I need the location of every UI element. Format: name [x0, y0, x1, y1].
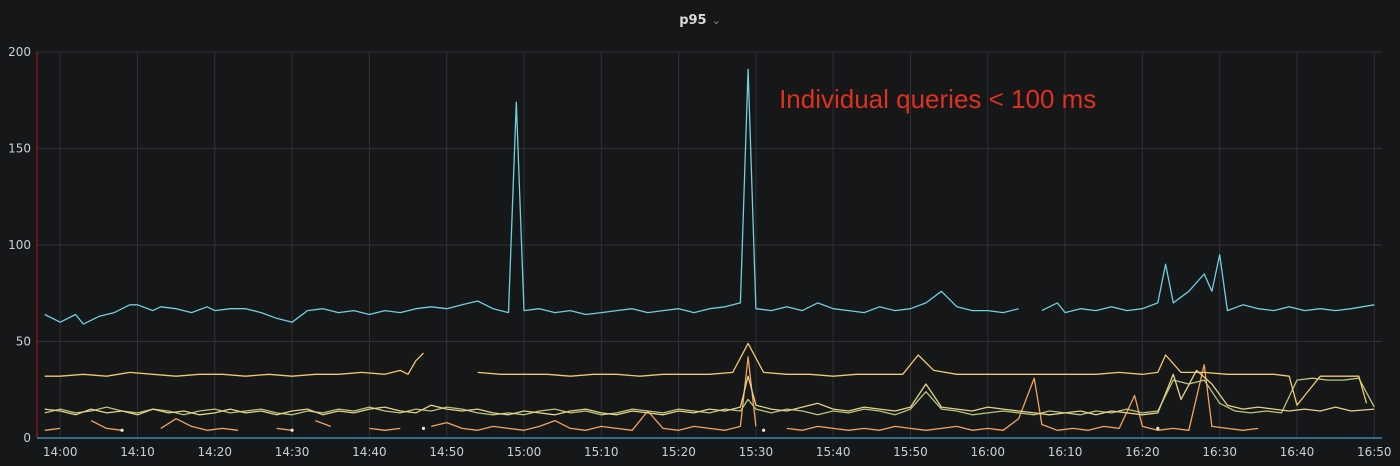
series-point: [1156, 426, 1160, 430]
series-line: [90, 420, 123, 431]
series-line: [276, 427, 293, 431]
x-tick-label: 14:30: [275, 445, 310, 459]
annotation-text: Individual queries < 100 ms: [779, 84, 1096, 114]
series-point: [290, 428, 294, 432]
x-tick-label: 15:30: [739, 445, 774, 459]
x-tick-label: 16:50: [1357, 445, 1392, 459]
series-point: [120, 428, 124, 432]
y-tick-label: 0: [23, 431, 31, 445]
series-line: [44, 352, 424, 377]
x-tick-label: 14:20: [197, 445, 232, 459]
series-line: [44, 68, 1019, 325]
series-line: [431, 356, 757, 431]
annotation-layer: Individual queries < 100 ms: [779, 84, 1096, 114]
series-line: [1041, 254, 1375, 314]
axes: 0 50 100 150 200 14:00 14:10 14:20 14:30 14:40 14:…: [8, 45, 1391, 459]
x-tick-label: 16:10: [1048, 445, 1083, 459]
chevron-down-icon: ⌄: [711, 13, 721, 27]
series-point: [762, 428, 766, 432]
x-tick-label: 15:10: [584, 445, 619, 459]
y-tick-label: 200: [8, 45, 31, 59]
x-tick-label: 14:40: [352, 445, 387, 459]
series-line: [44, 369, 1375, 416]
series-line: [477, 342, 1368, 406]
series-line: [786, 364, 1259, 431]
x-tick-label: 16:40: [1280, 445, 1315, 459]
x-tick-label: 14:10: [120, 445, 155, 459]
x-tick-label: 15:40: [816, 445, 851, 459]
x-tick-label: 16:20: [1125, 445, 1160, 459]
x-tick-label: 14:00: [43, 445, 78, 459]
grid: [37, 51, 1382, 438]
y-tick-label: 100: [8, 238, 31, 252]
x-tick-label: 15:00: [507, 445, 542, 459]
y-tick-label: 50: [16, 335, 31, 349]
series-line: [44, 377, 1375, 416]
x-tick-label: 16:30: [1202, 445, 1237, 459]
series-point: [421, 426, 426, 430]
series-line: [315, 419, 331, 428]
series-line: [160, 418, 239, 431]
x-tick-label: 15:20: [661, 445, 696, 459]
panel-header: p95 ⌄: [0, 6, 1400, 34]
y-tick-label: 150: [8, 142, 31, 156]
x-tick-label: 15:50: [893, 445, 928, 459]
series-line: [44, 427, 61, 431]
series-line: [369, 427, 401, 431]
series-lines: [44, 68, 1375, 432]
x-tick-label: 14:50: [429, 445, 464, 459]
panel-title-menu[interactable]: p95 ⌄: [679, 13, 721, 28]
panel-title: p95: [679, 12, 707, 28]
x-tick-label: 16:00: [970, 445, 1005, 459]
